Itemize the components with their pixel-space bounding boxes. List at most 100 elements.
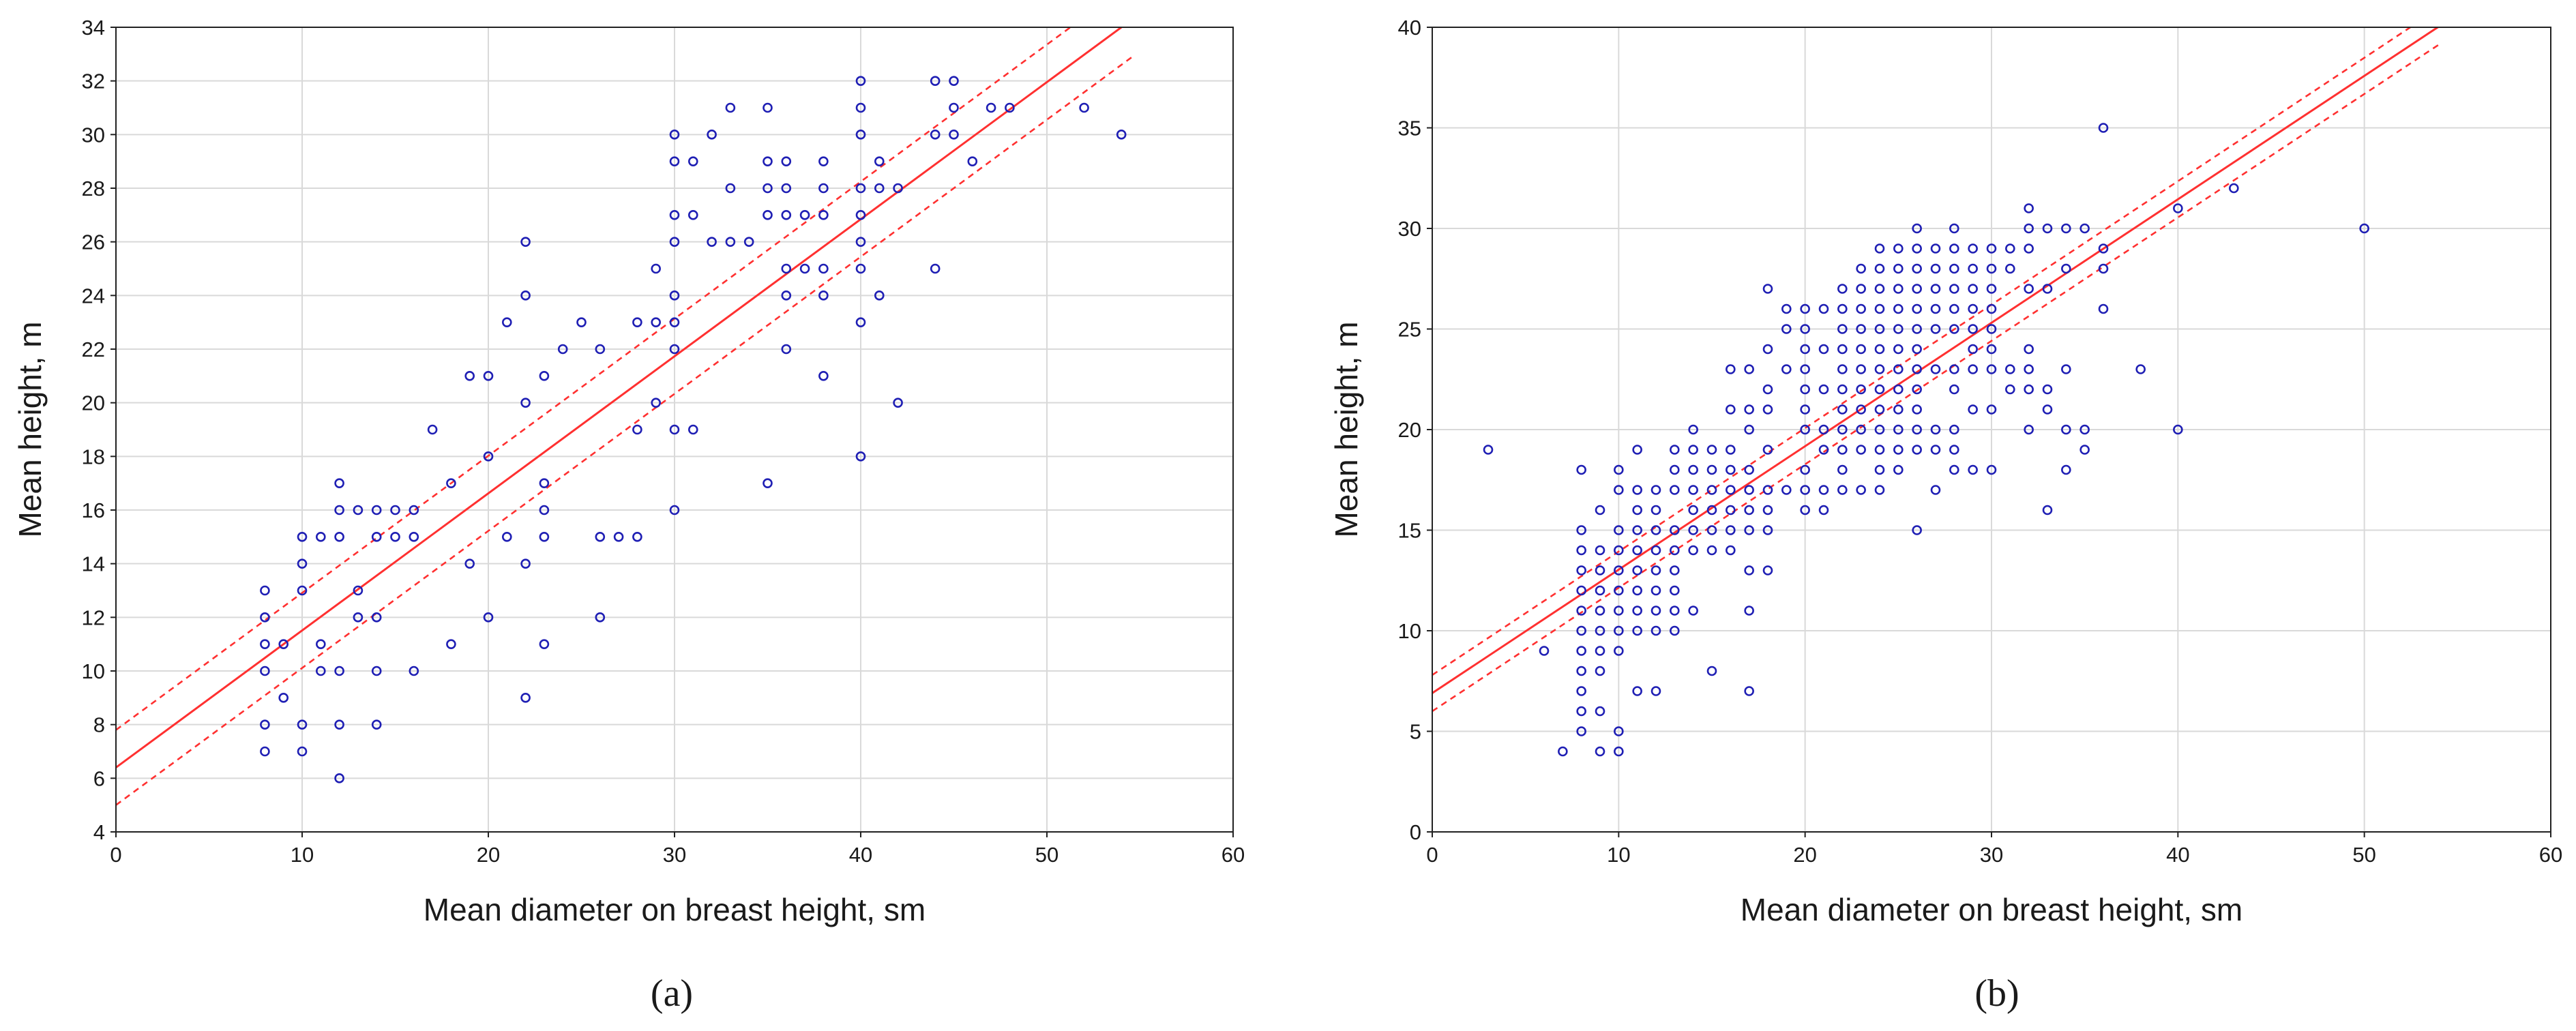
- data-point: [1837, 404, 1848, 415]
- y-tick-label: 25: [1398, 318, 1421, 342]
- data-point: [1949, 424, 1959, 435]
- data-point: [260, 639, 270, 649]
- regression-line: [116, 27, 1123, 768]
- data-point: [1688, 606, 1698, 616]
- data-point: [707, 237, 717, 247]
- y-tick-label: 28: [82, 177, 105, 200]
- y-tick-label: 12: [82, 606, 105, 629]
- data-point: [1837, 424, 1848, 435]
- data-point: [1800, 485, 1810, 495]
- data-point: [520, 237, 531, 247]
- x-tick-label: 60: [1222, 843, 1245, 867]
- data-point: [1800, 344, 1810, 355]
- data-point: [763, 210, 773, 220]
- data-point: [1893, 464, 1904, 475]
- data-point: [539, 532, 550, 542]
- y-tick-label: 14: [82, 552, 105, 576]
- data-point: [818, 371, 829, 381]
- data-point: [1595, 646, 1605, 656]
- data-point: [1912, 404, 1922, 415]
- data-point: [1706, 525, 1717, 535]
- y-tick-label: 10: [82, 659, 105, 683]
- data-point: [1688, 505, 1698, 516]
- data-point: [557, 344, 568, 355]
- data-point: [930, 263, 941, 274]
- data-point: [986, 102, 996, 113]
- data-point: [1614, 565, 1624, 576]
- data-point: [1614, 606, 1624, 616]
- data-point: [2061, 424, 2071, 435]
- data-point: [707, 130, 717, 140]
- data-point: [483, 612, 494, 623]
- panel-label-b: (b): [1974, 972, 2019, 1015]
- y-tick-label: 20: [82, 391, 105, 415]
- data-point: [1949, 364, 1959, 374]
- data-point: [371, 505, 382, 516]
- data-point: [949, 102, 959, 113]
- data-point: [2042, 284, 2053, 294]
- data-point: [781, 344, 792, 355]
- data-point: [1726, 505, 1736, 516]
- data-point: [1595, 666, 1605, 676]
- data-point: [1912, 223, 1922, 234]
- data-point: [1762, 565, 1773, 576]
- x-tick-label: 60: [2539, 843, 2562, 867]
- confidence-lower-line: [116, 55, 1134, 806]
- data-point: [949, 76, 959, 86]
- x-axis-title: Mean diameter on breast height, sm: [1741, 892, 2242, 927]
- data-point: [2359, 223, 2369, 234]
- x-tick-label: 30: [663, 843, 686, 867]
- data-point: [278, 693, 289, 703]
- data-point: [781, 263, 792, 274]
- data-point: [464, 371, 475, 381]
- data-point: [1856, 485, 1866, 495]
- data-point: [2098, 303, 2109, 314]
- data-point: [427, 424, 438, 435]
- data-point: [818, 183, 829, 194]
- data-point: [1744, 686, 1754, 696]
- data-point: [1800, 424, 1810, 435]
- data-point: [1576, 525, 1586, 535]
- y-tick-label: 0: [1410, 820, 1421, 844]
- data-point: [409, 532, 419, 542]
- data-point: [687, 210, 698, 220]
- data-point: [1949, 263, 1959, 274]
- data-point: [1912, 344, 1922, 355]
- data-point: [1670, 485, 1680, 495]
- data-point: [687, 424, 698, 435]
- data-point: [799, 210, 810, 220]
- data-point: [1670, 565, 1680, 576]
- data-point: [1837, 445, 1848, 455]
- data-point: [1837, 344, 1848, 355]
- data-point: [1650, 585, 1661, 596]
- data-point: [1874, 364, 1885, 374]
- regression-line: [1432, 27, 2440, 694]
- data-point: [1632, 545, 1642, 556]
- data-point: [539, 371, 550, 381]
- data-point: [1726, 364, 1736, 374]
- data-point: [1874, 263, 1885, 274]
- data-point: [1005, 102, 1015, 113]
- x-tick-label: 30: [1980, 843, 2003, 867]
- y-tick-label: 6: [93, 766, 105, 790]
- data-point: [1744, 485, 1754, 495]
- data-point: [1614, 646, 1624, 656]
- data-point: [520, 558, 531, 569]
- data-point: [1688, 525, 1698, 535]
- data-point: [725, 183, 736, 194]
- data-point: [874, 290, 885, 301]
- data-point: [1632, 485, 1642, 495]
- data-point: [1856, 344, 1866, 355]
- data-point: [1726, 485, 1736, 495]
- data-point: [1632, 606, 1642, 616]
- data-point: [2098, 123, 2109, 133]
- data-point: [1576, 625, 1586, 636]
- data-point: [1968, 404, 1978, 415]
- data-point: [1706, 666, 1717, 676]
- data-point: [1670, 464, 1680, 475]
- data-point: [1986, 243, 1997, 254]
- data-point: [2005, 263, 2015, 274]
- data-point: [1744, 404, 1754, 415]
- data-point: [464, 558, 475, 569]
